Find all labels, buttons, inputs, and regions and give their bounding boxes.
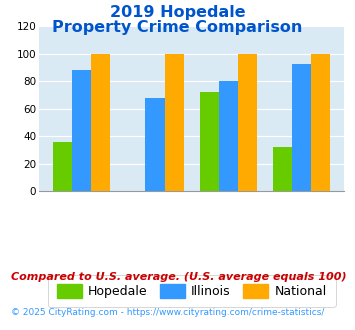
Bar (238, 54, 257, 191)
Bar (219, 82, 238, 191)
Text: © 2025 CityRating.com - https://www.cityrating.com/crime-statistics/: © 2025 CityRating.com - https://www.city… (11, 308, 324, 316)
Bar (72, 70, 91, 191)
Bar (311, 54, 331, 191)
Text: Property Crime Comparison: Property Crime Comparison (52, 20, 303, 35)
Bar (292, 64, 311, 191)
Text: Compared to U.S. average. (U.S. average equals 100): Compared to U.S. average. (U.S. average … (11, 272, 346, 282)
Bar (200, 92, 219, 191)
Text: 2019 Hopedale: 2019 Hopedale (110, 5, 245, 20)
Bar (91, 54, 110, 191)
Bar (273, 148, 292, 191)
Bar (146, 98, 164, 191)
Bar (53, 142, 72, 191)
Legend: Hopedale, Illinois, National: Hopedale, Illinois, National (48, 275, 335, 307)
Bar (164, 54, 184, 191)
